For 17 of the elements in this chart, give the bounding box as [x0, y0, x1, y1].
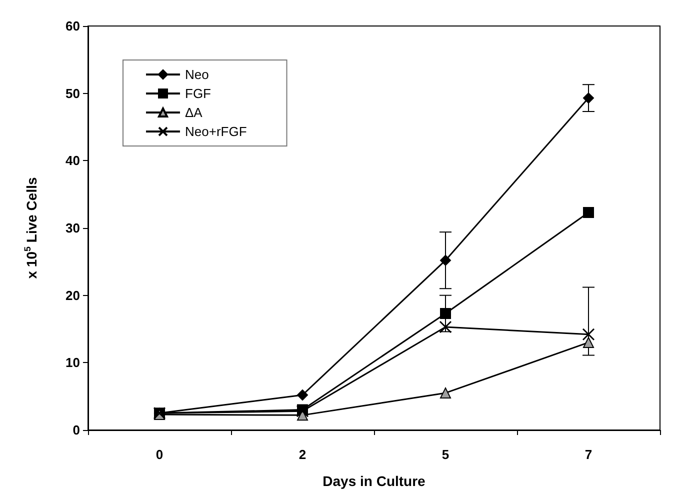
- y-axis-title: x 105 Live Cells: [22, 177, 40, 279]
- y-tick-label: 10: [66, 355, 80, 370]
- legend-label: Neo: [185, 67, 209, 82]
- y-tick-label: 60: [66, 18, 80, 34]
- y-tick-label: 20: [66, 288, 80, 303]
- legend-label: Neo+rFGF: [185, 124, 247, 139]
- x-axis-title: Days in Culture: [322, 473, 426, 489]
- y-tick-label: 30: [66, 220, 80, 236]
- legend-label: FGF: [185, 86, 212, 101]
- x-tick-label: 5: [442, 447, 450, 462]
- x-tick-label: 2: [298, 447, 306, 462]
- legend-label: ΔA: [185, 105, 203, 120]
- y-tick-label: 40: [66, 153, 80, 168]
- x-tick-label: 7: [584, 447, 592, 462]
- y-tick-label: 0: [72, 422, 80, 438]
- y-tick-label: 50: [66, 86, 80, 101]
- x-tick-label: 0: [156, 447, 164, 462]
